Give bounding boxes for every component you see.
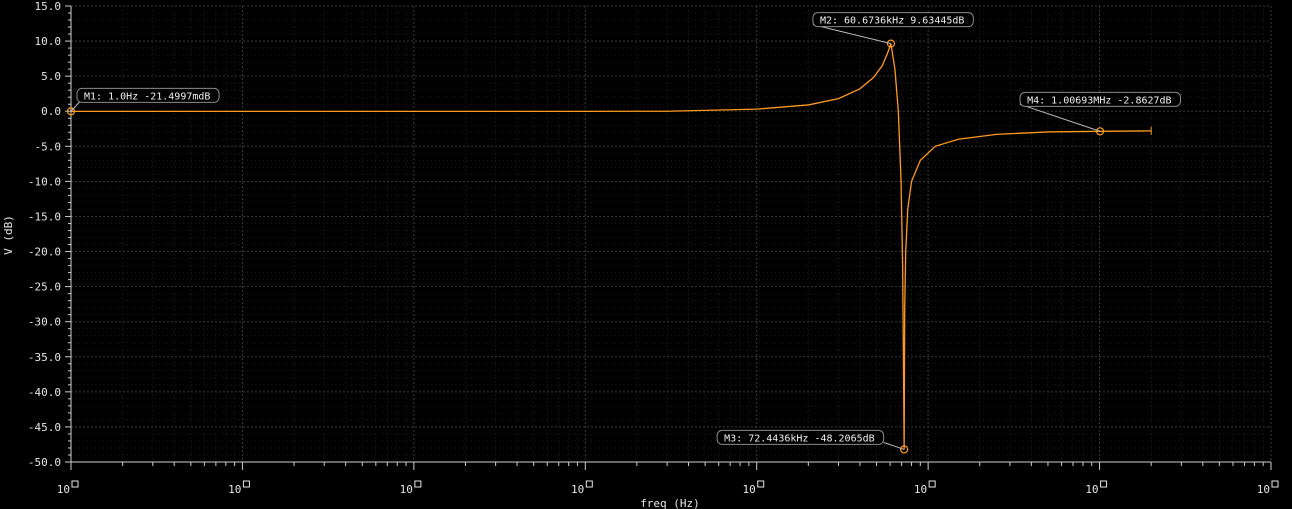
y-tick-labels: 15.0 10.0 5.0 0.0 -5.0 -10.0 -15.0 -20.0 -25.0 -3… xyxy=(28,0,61,469)
series-layer xyxy=(70,43,1152,450)
marker[interactable]: M4: 1.00693MHz -2.8627dB xyxy=(1019,91,1181,136)
x-tick-label: 10 xyxy=(1257,480,1279,496)
x-tick-base: 10 xyxy=(228,483,241,496)
x-tick-labels: 10 10 10 10 10 10 10 10 xyxy=(57,480,1279,496)
x-tick-label: 10 xyxy=(228,480,250,496)
axes xyxy=(65,5,1272,470)
series-line xyxy=(70,43,1152,450)
x-tick-base: 10 xyxy=(742,483,755,496)
marker-label: M1: 1.0Hz -21.4997mdB xyxy=(84,91,210,102)
y-tick-label: -10.0 xyxy=(28,175,61,188)
x-tick-exponent-box xyxy=(585,480,593,488)
x-tick-exponent-box xyxy=(1271,480,1279,488)
x-tick-label: 10 xyxy=(400,480,422,496)
x-tick-label: 10 xyxy=(1085,480,1108,496)
marker-label: M4: 1.00693MHz -2.8627dB xyxy=(1027,95,1172,106)
marker-leader xyxy=(70,100,82,112)
x-tick-base: 10 xyxy=(57,483,70,496)
marker-leader xyxy=(883,441,905,450)
marker[interactable]: M2: 60.6736kHz 9.63445dB xyxy=(812,12,974,48)
x-tick-exponent-box xyxy=(71,480,79,488)
x-tick-label: 10 xyxy=(57,480,79,496)
marker-callout-box xyxy=(1019,91,1181,107)
marker-label: M3: 72.4436kHz -48.2065dB xyxy=(724,433,875,444)
markers-layer[interactable]: M1: 1.0Hz -21.4997mdB M2: 60.6736kHz 9.63… xyxy=(66,12,1181,454)
x-tick-label: 10 xyxy=(571,480,593,496)
x-tick-base: 10 xyxy=(1085,483,1098,496)
x-axis-label: freq (Hz) xyxy=(640,497,700,509)
y-tick-label: 5.0 xyxy=(41,70,61,83)
marker-leader xyxy=(1019,103,1101,132)
y-tick-label: -50.0 xyxy=(28,456,61,469)
y-tick-label: -35.0 xyxy=(28,351,61,364)
marker[interactable]: M3: 72.4436kHz -48.2065dB xyxy=(716,429,909,454)
marker-label: M2: 60.6736kHz 9.63445dB xyxy=(820,16,965,27)
marker-point[interactable] xyxy=(900,445,909,454)
y-tick-label: -5.0 xyxy=(35,140,62,153)
x-tick-label: 10 xyxy=(742,480,765,496)
y-tick-label: -15.0 xyxy=(28,210,61,223)
y-tick-label: -40.0 xyxy=(28,386,61,399)
marker-callout-box xyxy=(76,87,220,103)
x-tick-base: 10 xyxy=(571,483,584,496)
y-axis-label: V (dB) xyxy=(2,215,15,255)
y-tick-label: -20.0 xyxy=(28,246,61,259)
y-tick-label: 15.0 xyxy=(35,0,62,13)
marker-callout-box xyxy=(716,429,885,445)
x-tick-exponent-box xyxy=(414,480,422,488)
y-tick-label: -30.0 xyxy=(28,316,61,329)
x-tick-base: 10 xyxy=(1257,483,1270,496)
x-tick-exponent-box xyxy=(928,480,936,488)
x-tick-base: 10 xyxy=(400,483,413,496)
y-tick-label: -45.0 xyxy=(28,421,61,434)
marker-leader xyxy=(812,24,892,45)
x-tick-exponent-box xyxy=(757,480,765,488)
x-tick-base: 10 xyxy=(914,483,927,496)
x-tick-exponent-box xyxy=(1100,480,1108,488)
y-tick-label: 0.0 xyxy=(41,105,61,118)
marker-callout-box xyxy=(812,12,974,28)
y-tick-label: 10.0 xyxy=(35,35,62,48)
marker[interactable]: M1: 1.0Hz -21.4997mdB xyxy=(66,87,220,116)
x-tick-label: 10 xyxy=(914,480,936,496)
y-tick-label: -25.0 xyxy=(28,281,61,294)
x-tick-exponent-box xyxy=(242,480,250,488)
marker-point[interactable] xyxy=(1095,127,1105,136)
marker-point[interactable] xyxy=(66,107,76,116)
grid xyxy=(70,5,1272,463)
marker-point[interactable] xyxy=(886,39,896,48)
